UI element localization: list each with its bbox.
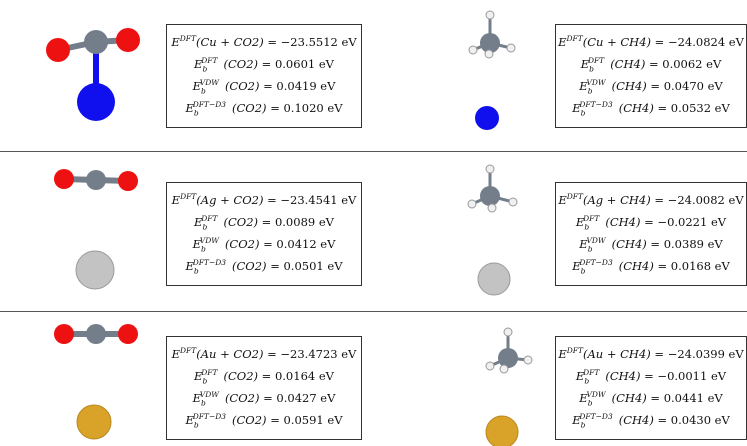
hydrogen-atom <box>508 197 518 207</box>
ag-co2-molecule-model <box>54 169 138 290</box>
energy-box-ag-co2: EDFT(Ag + CO2) = −23.4541 eV EbDFT (CO2) … <box>166 182 362 286</box>
hydrogen-atom <box>484 49 494 59</box>
au-atom <box>485 415 519 446</box>
hydrogen-atom <box>485 10 495 20</box>
binding-energy-vdw: EbVDW (CO2) = 0.0427 eV <box>192 390 336 408</box>
binding-energy-dft-d3: EbDFT−D3 (CH4) = 0.0430 eV <box>572 412 730 430</box>
energy-box-au-co2: EDFT(Au + CO2) = −23.4723 eV EbDFT (CO2) … <box>166 336 362 440</box>
binding-energy-dft-d3: EbDFT−D3 (CO2) = 0.1020 eV <box>185 100 343 118</box>
dft-total-energy: EDFT(Cu + CO2) = −23.5512 eV <box>171 34 357 50</box>
oxygen-atom <box>54 324 74 344</box>
binding-energy-dft: EbDFT (CH4) = 0.0062 eV <box>580 56 722 74</box>
binding-energy-dft-d3: EbDFT−D3 (CO2) = 0.0501 eV <box>185 258 343 276</box>
binding-energy-dft: EbDFT (CO2) = 0.0089 eV <box>194 214 334 232</box>
binding-energy-vdw: EbVDW (CO2) = 0.0412 eV <box>192 236 336 254</box>
oxygen-atom <box>54 169 74 189</box>
oxygen-atom <box>118 324 138 344</box>
energy-box-au-ch4: EDFT(Au + CH4) = −24.0399 eV EbDFT (CH4) … <box>555 336 747 440</box>
hydrogen-atom <box>467 199 477 209</box>
binding-energy-vdw: EbVDW (CO2) = 0.0419 eV <box>192 78 336 96</box>
binding-energy-dft-d3: EbDFT−D3 (CH4) = 0.0532 eV <box>572 100 730 118</box>
energy-box-ag-ch4: EDFT(Ag + CH4) = −24.0082 eV EbDFT (CH4) … <box>555 182 747 286</box>
binding-energy-vdw: EbVDW (CH4) = 0.0441 eV <box>579 390 723 408</box>
row-separator-2 <box>0 311 747 312</box>
hydrogen-atom <box>503 327 513 337</box>
cu-co2-molecule-model <box>46 28 140 121</box>
cu-ch4-molecule-model <box>468 10 516 130</box>
energy-box-cu-co2: EDFT(Cu + CO2) = −23.5512 eV EbDFT (CO2) … <box>166 24 362 128</box>
hydrogen-atom <box>485 361 495 371</box>
carbon-atom <box>498 348 518 368</box>
dft-total-energy: EDFT(Au + CH4) = −24.0399 eV <box>558 346 744 362</box>
binding-energy-dft-d3: EbDFT−D3 (CO2) = 0.0591 eV <box>185 412 343 430</box>
hydrogen-atom <box>487 203 497 213</box>
au-atom <box>76 404 112 440</box>
ag-ch4-molecule-model <box>467 164 518 296</box>
ag-atom <box>477 262 511 296</box>
carbon-atom <box>480 186 500 206</box>
cu-atom <box>77 83 115 121</box>
ag-atom <box>75 250 115 290</box>
au-ch4-molecule-model <box>485 327 533 446</box>
carbon-atom <box>480 33 500 53</box>
oxygen-atom <box>46 38 70 62</box>
carbon-atom <box>86 324 106 344</box>
hydrogen-atom <box>499 364 509 374</box>
carbon-atom <box>84 30 108 54</box>
au-co2-molecule-model <box>54 324 138 440</box>
hydrogen-atom <box>506 43 516 53</box>
energy-box-cu-ch4: EDFT(Cu + CH4) = −24.0824 eV EbDFT (CH4) … <box>555 24 747 128</box>
dft-total-energy: EDFT(Au + CO2) = −23.4723 eV <box>171 346 357 362</box>
binding-energy-dft-d3: EbDFT−D3 (CH4) = 0.0168 eV <box>572 258 730 276</box>
binding-energy-vdw: EbVDW (CH4) = 0.0470 eV <box>579 78 723 96</box>
binding-energy-dft: EbDFT (CO2) = 0.0601 eV <box>194 56 334 74</box>
carbon-atom <box>86 170 106 190</box>
dft-total-energy: EDFT(Cu + CH4) = −24.0824 eV <box>558 34 744 50</box>
row-separator-1 <box>0 151 747 152</box>
binding-energy-dft: EbDFT (CH4) = −0.0011 eV <box>575 368 727 386</box>
binding-energy-dft: EbDFT (CO2) = 0.0164 eV <box>194 368 334 386</box>
dft-total-energy: EDFT(Ag + CO2) = −23.4541 eV <box>171 192 357 208</box>
oxygen-atom <box>116 28 140 52</box>
hydrogen-atom <box>523 355 533 365</box>
binding-energy-dft: EbDFT (CH4) = −0.0221 eV <box>575 214 727 232</box>
hydrogen-atom <box>468 45 478 55</box>
cu-atom <box>475 106 499 130</box>
hydrogen-atom <box>485 164 495 174</box>
binding-energy-vdw: EbVDW (CH4) = 0.0389 eV <box>579 236 723 254</box>
oxygen-atom <box>118 171 138 191</box>
dft-total-energy: EDFT(Ag + CH4) = −24.0082 eV <box>558 192 744 208</box>
